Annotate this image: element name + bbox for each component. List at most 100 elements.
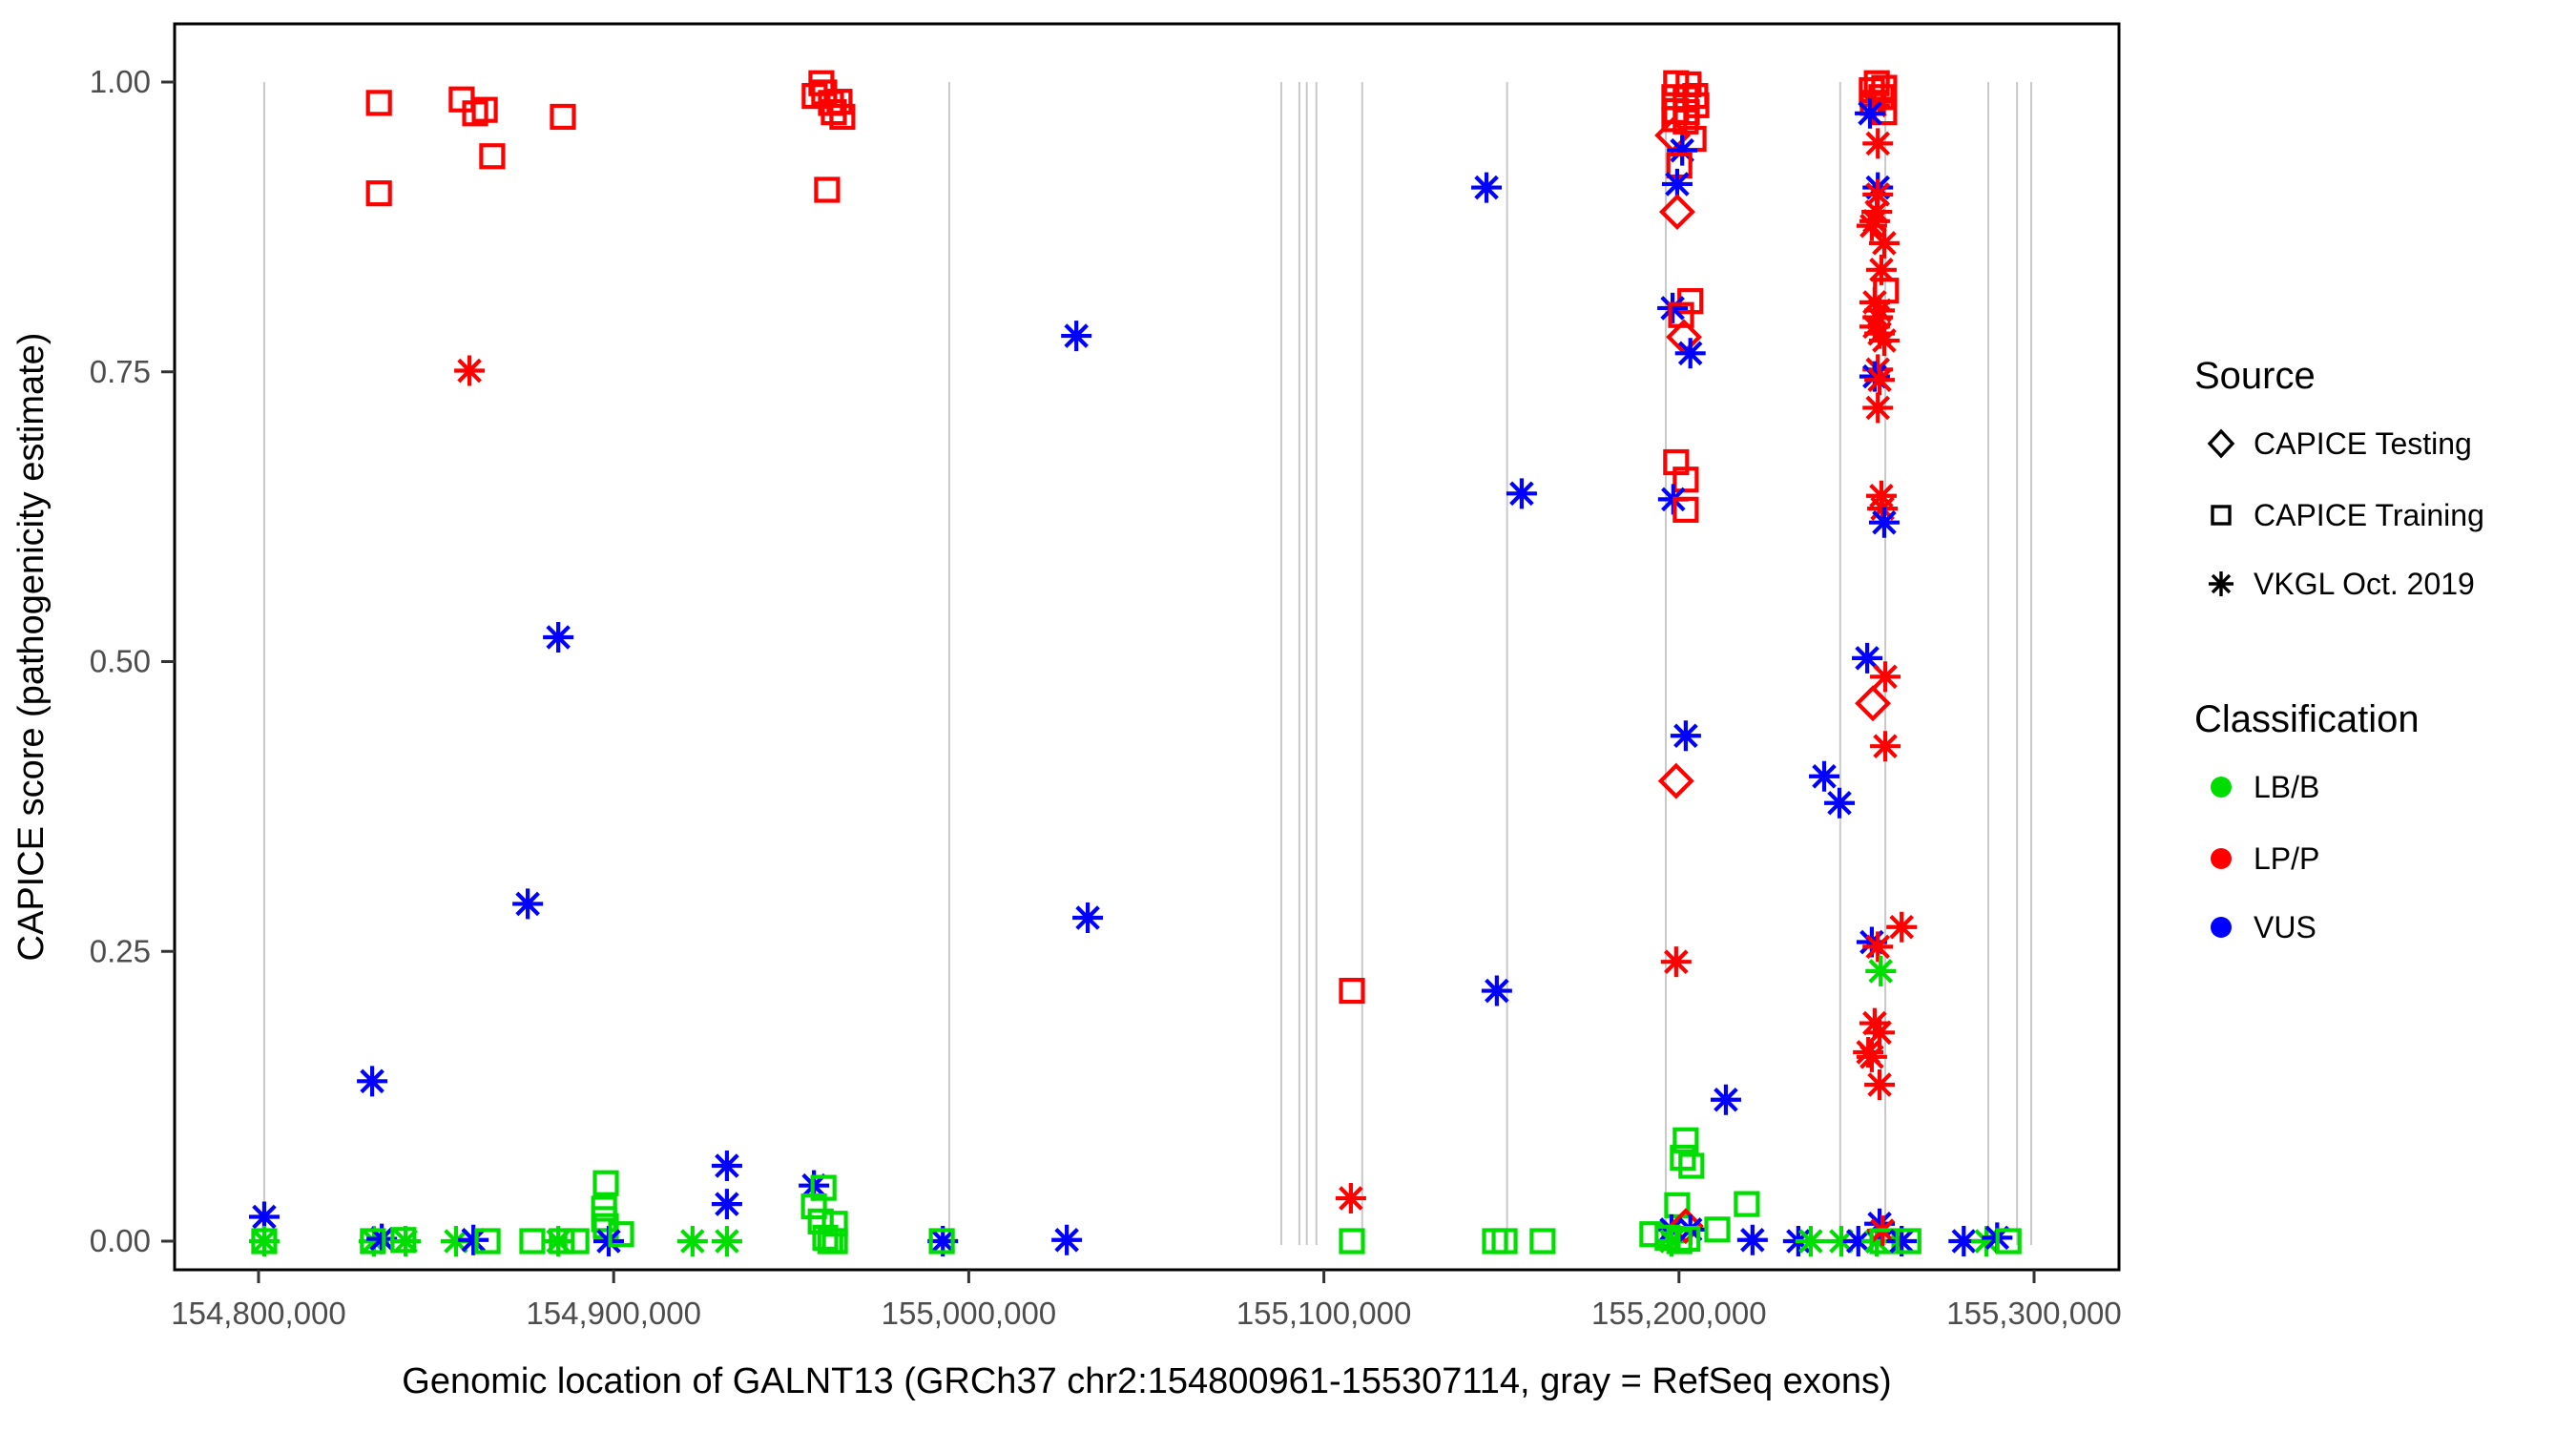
data-point-square xyxy=(474,1228,501,1255)
data-point-asterisk xyxy=(1864,1208,1896,1239)
data-point-asterisk xyxy=(1809,760,1840,792)
data-point-square xyxy=(1734,1191,1760,1217)
x-axis-title: Genomic location of GALNT13 (GRCh37 chr2… xyxy=(402,1361,1891,1401)
data-point-asterisk xyxy=(390,1226,422,1256)
data-point-square xyxy=(821,98,847,126)
data-point-square xyxy=(592,1170,619,1196)
data-point-asterisk xyxy=(1859,90,1890,121)
data-point-asterisk xyxy=(458,1224,489,1255)
legend-item-label: VUS xyxy=(2254,909,2316,944)
data-point-square xyxy=(1672,467,1699,493)
data-point-asterisk xyxy=(1971,1226,2003,1256)
data-points xyxy=(248,70,2022,1256)
data-point-asterisk xyxy=(1886,1226,1918,1256)
data-point-asterisk xyxy=(1842,1226,1874,1256)
data-point-asterisk xyxy=(1667,135,1698,166)
data-point-asterisk xyxy=(512,888,544,920)
data-point-square xyxy=(1678,1152,1705,1179)
legend-item-label: CAPICE Testing xyxy=(2254,425,2472,461)
data-point-asterisk xyxy=(1852,642,1883,674)
data-point-diamond xyxy=(1667,1208,1704,1245)
data-point-square xyxy=(1529,1228,1556,1255)
data-point-square xyxy=(1339,1228,1365,1255)
data-point-asterisk xyxy=(1859,1007,1890,1039)
data-point-asterisk xyxy=(1861,197,1893,228)
data-point-asterisk xyxy=(1335,1183,1366,1214)
data-point-asterisk xyxy=(1661,168,1693,199)
data-point-asterisk xyxy=(248,1226,280,1256)
diamond-icon xyxy=(2207,428,2235,459)
plot-panel-border xyxy=(173,22,2121,1272)
data-point-asterisk xyxy=(1864,1068,1896,1100)
data-point-asterisk xyxy=(711,1226,742,1256)
data-point-asterisk xyxy=(1868,507,1900,538)
x-tick-label: 154,800,000 xyxy=(171,1296,346,1331)
refseq-exon-lines xyxy=(262,82,2033,1245)
data-point-asterisk xyxy=(1657,292,1689,323)
x-tick-label: 155,100,000 xyxy=(1236,1296,1412,1331)
data-point-asterisk xyxy=(1870,661,1901,693)
data-point-square xyxy=(1995,1228,2022,1255)
data-point-asterisk xyxy=(1072,902,1104,934)
data-point-asterisk xyxy=(1856,1041,1887,1072)
data-point-asterisk xyxy=(1948,1226,1980,1256)
y-tick-label: 0.50 xyxy=(90,644,151,679)
data-point-asterisk xyxy=(1859,286,1890,318)
x-tick-label: 155,000,000 xyxy=(882,1296,1057,1331)
data-point-square xyxy=(1664,1192,1691,1218)
data-point-square xyxy=(1674,1225,1701,1253)
data-point-square xyxy=(829,103,856,131)
data-point-square xyxy=(814,176,841,203)
data-point-square xyxy=(1704,1216,1731,1243)
data-point-asterisk xyxy=(1864,1017,1896,1048)
y-tick-label: 1.00 xyxy=(90,64,151,99)
legend-item-capice-training: CAPICE Training xyxy=(2196,493,2484,537)
data-point-square xyxy=(928,1228,955,1255)
data-point-square xyxy=(550,103,576,131)
data-point-asterisk xyxy=(1471,172,1503,203)
data-point-asterisk xyxy=(1506,478,1537,509)
blue-dot-icon xyxy=(2211,917,2232,938)
y-tick-label: 0.00 xyxy=(90,1223,151,1258)
x-tick-label: 155,300,000 xyxy=(1946,1296,2122,1331)
data-point-square xyxy=(1672,1127,1699,1153)
data-point-square xyxy=(479,143,506,170)
y-tick-label: 0.25 xyxy=(90,933,151,968)
data-point-square xyxy=(1895,1228,1922,1255)
legend-classification-title: Classification xyxy=(2194,698,2420,740)
square-icon xyxy=(2211,505,2232,526)
data-point-asterisk xyxy=(1670,720,1701,752)
data-point-square xyxy=(360,1228,386,1255)
data-point-square xyxy=(801,82,828,110)
data-point-square xyxy=(1339,977,1365,1005)
data-point-square xyxy=(448,86,475,113)
data-point-asterisk xyxy=(1855,97,1886,129)
data-point-asterisk xyxy=(927,1226,959,1256)
data-point-asterisk xyxy=(1824,787,1856,819)
data-point-asterisk xyxy=(676,1226,708,1256)
data-point-asterisk xyxy=(1862,128,1894,159)
legend-item-label: LB/B xyxy=(2254,769,2320,804)
data-point-square xyxy=(549,1228,575,1255)
data-point-asterisk xyxy=(1061,321,1092,352)
data-point-asterisk xyxy=(1861,1226,1893,1256)
data-point-square xyxy=(563,1228,590,1255)
data-point-asterisk xyxy=(1864,364,1896,396)
data-point-square xyxy=(365,90,392,116)
data-point-asterisk xyxy=(1660,946,1692,978)
y-tick-label: 0.75 xyxy=(90,354,151,389)
data-point-square xyxy=(519,1228,546,1255)
data-point-asterisk xyxy=(1795,1226,1826,1256)
data-point-asterisk xyxy=(1862,301,1894,333)
data-point-asterisk xyxy=(1825,1226,1857,1256)
data-point-asterisk xyxy=(1868,227,1900,259)
data-point-asterisk xyxy=(1051,1224,1083,1255)
data-point-asterisk xyxy=(711,1151,742,1182)
data-point-square xyxy=(365,180,392,207)
data-point-asterisk xyxy=(711,1189,742,1220)
legend-item-lbb: LB/B xyxy=(2196,765,2319,809)
red-dot-icon xyxy=(2211,848,2232,869)
x-axis: 154,800,000 154,900,000 155,000,000 155,100… xyxy=(171,1270,2122,1331)
